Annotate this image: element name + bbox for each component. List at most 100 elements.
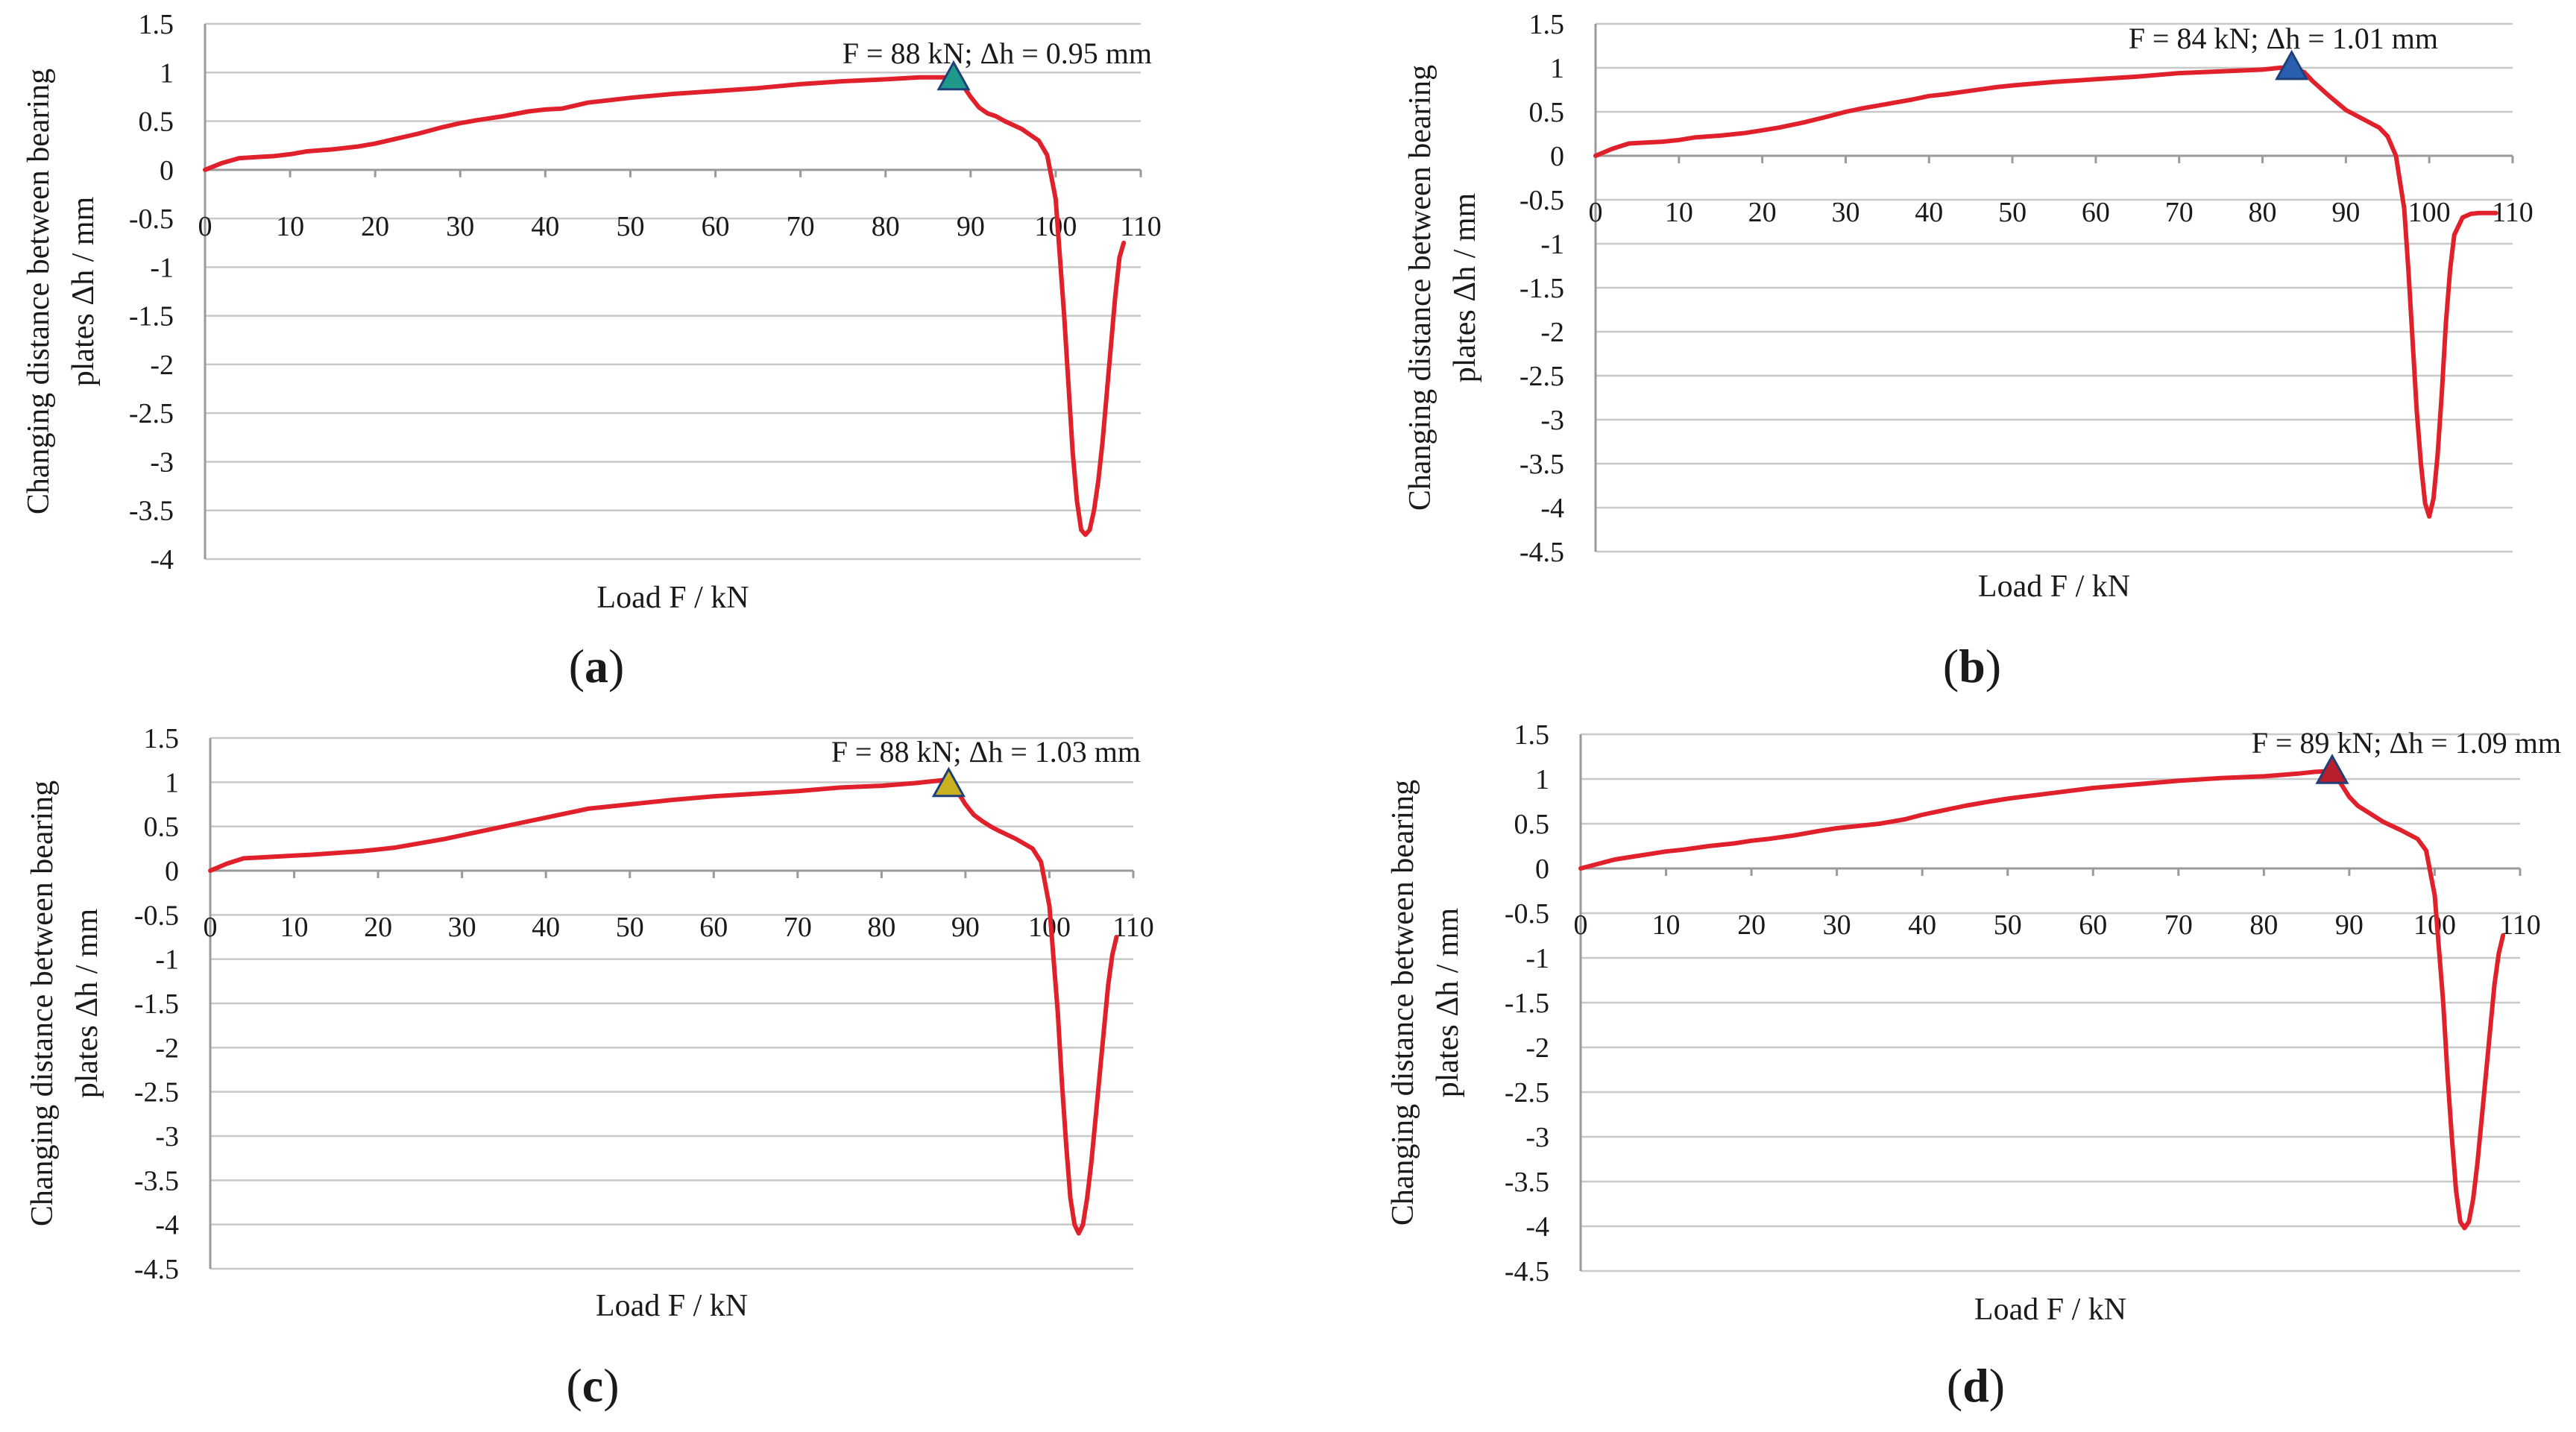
y-tick-label: -0.5 — [134, 900, 179, 931]
x-axis-title: Load F / kN — [596, 1289, 748, 1323]
peak-marker — [936, 60, 971, 91]
x-tick-label: 60 — [2082, 197, 2110, 228]
y-tick-label: -3.5 — [134, 1165, 179, 1196]
x-tick-label: 30 — [1823, 909, 1851, 941]
y-tick-label: 0 — [1535, 854, 1549, 885]
y-tick-label: -4 — [155, 1210, 179, 1241]
y-tick-label: -3 — [1540, 405, 1564, 436]
x-tick-label: 80 — [2249, 909, 2278, 941]
y-tick-label: -3.5 — [129, 496, 174, 527]
y-tick-label: 1 — [160, 57, 174, 89]
y-tick-label: 1.5 — [144, 723, 180, 754]
y-tick-label: -2 — [1540, 317, 1564, 348]
peak-annotation: F = 89 kN; Δh = 1.09 mm — [2252, 726, 2561, 760]
y-tick-label: 1.5 — [139, 9, 174, 40]
y-tick-label: -4 — [1525, 1211, 1549, 1243]
chart-panel-b: 1.5 1 0.5 0 -0.5 -1 -1.5 -2 -2.5 -3 -3.5 -4 -4.5 0 10 2… — [1403, 9, 2534, 693]
x-tick-label: 40 — [1908, 909, 1936, 941]
x-tick-label: 110 — [2492, 197, 2534, 228]
x-tick-label: 80 — [2249, 197, 2277, 228]
panel-label: (b) — [1943, 640, 2001, 693]
x-tick-label: 110 — [1112, 912, 1154, 943]
x-tick-label: 20 — [364, 912, 392, 943]
data-series-line — [203, 75, 1127, 537]
y-tick-label: 0 — [160, 155, 174, 186]
panel-label: (c) — [566, 1359, 619, 1412]
y-tick-label: -1 — [1525, 943, 1549, 974]
x-tick-label: 0 — [204, 912, 218, 943]
x-tick-label: 30 — [448, 912, 476, 943]
x-tick-label: 10 — [276, 211, 304, 242]
x-tick-label: 0 — [1574, 909, 1588, 941]
x-tick-label: 30 — [1831, 197, 1859, 228]
x-tick-label: 10 — [1665, 197, 1693, 228]
y-tick-label: -3.5 — [1520, 449, 1564, 480]
peak-marker — [2275, 49, 2309, 81]
data-series-line — [208, 777, 1119, 1236]
chart-panel-d: 1.5 1 0.5 0 -0.5 -1 -1.5 -2 -2.5 -3 -3.5 -4 -4.5 0 10 2… — [1386, 719, 2561, 1412]
y-tick-label: -0.5 — [1520, 185, 1564, 216]
y-tick-label: -2.5 — [1520, 361, 1564, 392]
x-tick-label: 10 — [1652, 909, 1681, 941]
y-tick-label: -0.5 — [129, 204, 174, 235]
x-tick-label: 90 — [2335, 909, 2364, 941]
y-tick-label: -0.5 — [1505, 898, 1549, 930]
x-tick-label: 90 — [957, 211, 985, 242]
y-axis-title-line1: Changing distance between bearing — [22, 69, 56, 514]
y-tick-label: -2.5 — [1505, 1077, 1549, 1108]
y-tick-label: -4.5 — [1520, 537, 1564, 568]
x-tick-label: 110 — [1120, 211, 1162, 242]
y-axis-title-line2: plates Δh / mm — [1448, 192, 1482, 382]
y-tick-label: 0.5 — [144, 812, 180, 843]
panel-label: (d) — [1947, 1359, 2005, 1412]
y-tick-label: -2.5 — [129, 398, 174, 429]
y-tick-label: -4 — [1540, 493, 1564, 524]
y-tick-label: 1 — [165, 767, 179, 798]
y-axis-title-line1: Changing distance between bearing — [1386, 780, 1420, 1226]
y-axis-title-line1: Changing distance between bearing — [25, 780, 60, 1226]
x-tick-label: 20 — [1737, 909, 1766, 941]
peak-marker — [2315, 754, 2349, 784]
y-tick-label: -2 — [155, 1032, 179, 1064]
y-tick-label: 1 — [1550, 53, 1564, 84]
y-tick-label: -1 — [1540, 229, 1564, 260]
x-tick-label: 0 — [1589, 197, 1603, 228]
x-axis-title: Load F / kN — [1974, 1293, 2126, 1327]
y-tick-label: -2.5 — [134, 1077, 179, 1108]
x-tick-label: 70 — [787, 211, 815, 242]
peak-marker — [931, 766, 966, 798]
x-tick-label: 50 — [616, 912, 644, 943]
x-tick-label: 20 — [1748, 197, 1777, 228]
x-tick-label: 20 — [361, 211, 389, 242]
chart-panel-c: 1.5 1 0.5 0 -0.5 -1 -1.5 -2 -2.5 -3 -3.5 -4 -4.5 0 10 2… — [25, 723, 1154, 1412]
x-tick-label: 40 — [532, 912, 560, 943]
y-axis-title-line1: Changing distance between bearing — [1403, 65, 1437, 511]
y-tick-label: -4 — [150, 544, 174, 575]
y-axis-title-line2: plates Δh / mm — [70, 908, 104, 1098]
y-tick-label: -2 — [150, 350, 174, 381]
y-tick-label: 1 — [1535, 764, 1549, 795]
x-tick-label: 50 — [1998, 197, 2027, 228]
x-tick-label: 40 — [531, 211, 559, 242]
y-tick-label: -3.5 — [1505, 1167, 1549, 1198]
y-tick-label: -1 — [150, 252, 174, 283]
x-tick-label: 90 — [951, 912, 980, 943]
y-tick-label: -1 — [155, 944, 179, 976]
chart-panel-a: 1.5 1 0.5 0 -0.5 -1 -1.5 -2 -2.5 -3 -3.5 -4 0 10 20 30 4… — [22, 9, 1162, 693]
y-tick-label: 1.5 — [1529, 9, 1565, 40]
peak-annotation: F = 88 kN; Δh = 0.95 mm — [843, 37, 1152, 70]
y-tick-label: -3 — [1525, 1122, 1549, 1153]
y-tick-label: -2 — [1525, 1032, 1549, 1064]
x-axis-title: Load F / kN — [596, 581, 749, 615]
x-tick-label: 60 — [702, 211, 730, 242]
data-series-line — [1593, 64, 2498, 519]
x-tick-label: 110 — [2499, 909, 2541, 941]
x-tick-label: 80 — [872, 211, 900, 242]
data-series-line — [1578, 769, 2506, 1231]
x-axis-title: Load F / kN — [1978, 570, 2130, 604]
x-tick-label: 100 — [2408, 197, 2451, 228]
x-tick-label: 80 — [867, 912, 895, 943]
y-tick-label: 0 — [1550, 141, 1564, 172]
x-tick-label: 50 — [1994, 909, 2022, 941]
